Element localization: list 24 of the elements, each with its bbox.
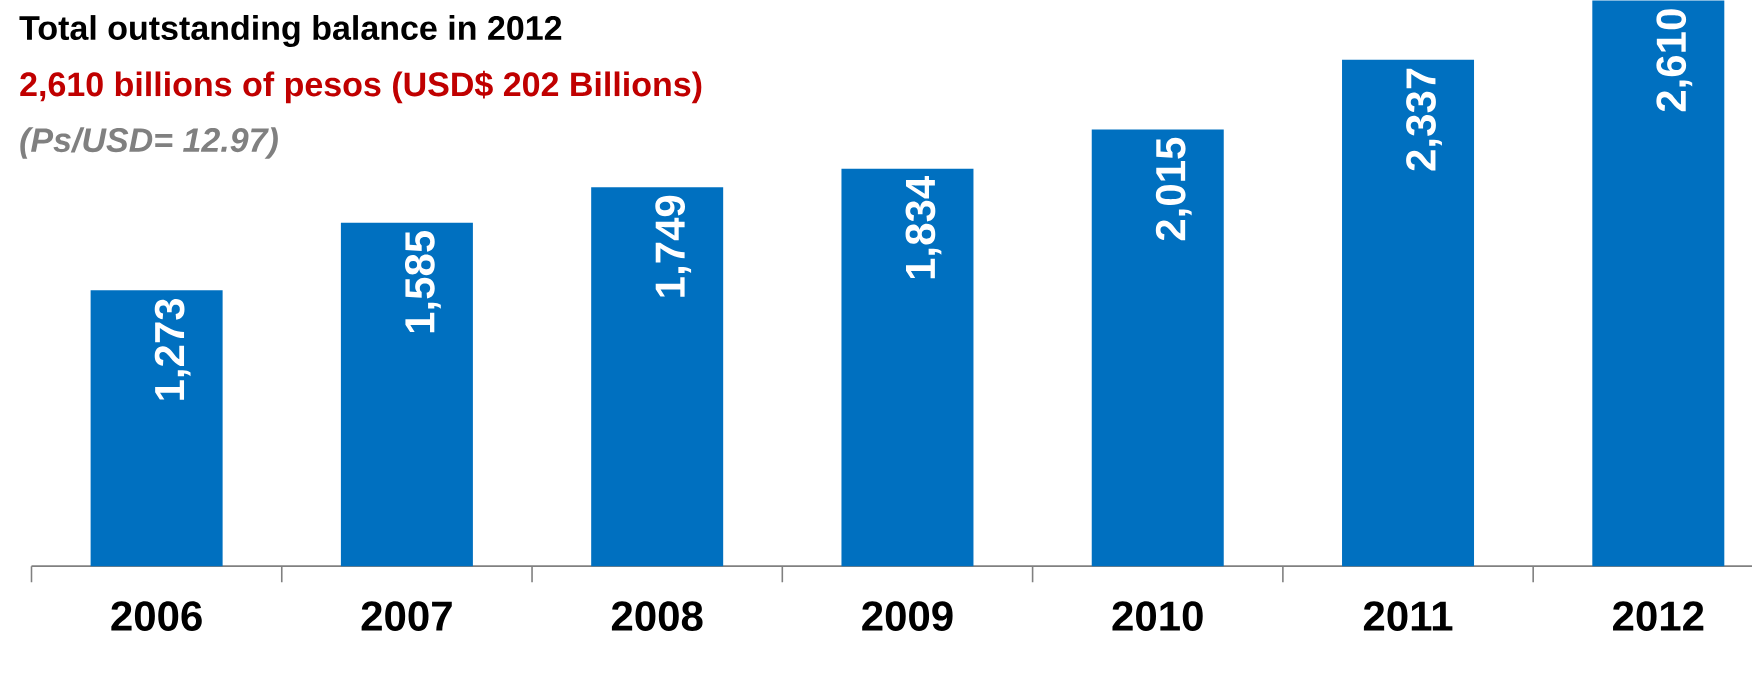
data-label: 1,585	[404, 230, 441, 333]
bar	[1091, 129, 1224, 567]
x-tick-label: 2010	[1112, 601, 1203, 631]
text: 2,610 billions of pesos (USD$ 202 Billions)	[20, 70, 702, 104]
chart-title: Total outstanding balance in 2012	[19, 15, 562, 47]
data-label: 1,749	[655, 195, 692, 297]
x-tick-label: 2008	[611, 601, 703, 631]
x-tick-label: 2007	[361, 601, 452, 631]
annotation: (Ps/USD= 12.97)	[20, 127, 278, 159]
bar	[90, 290, 223, 567]
data-label: 1,273	[154, 298, 191, 400]
x-tick-label: 2006	[111, 601, 202, 631]
x-tick-label: 2009	[862, 601, 953, 631]
data-label: 1,834	[905, 176, 942, 279]
data-label: 2,015	[1155, 137, 1192, 241]
bar	[591, 187, 724, 567]
bar	[340, 222, 473, 567]
data-label: 2,610	[1656, 9, 1693, 112]
x-tick-label: 2011	[1363, 601, 1453, 631]
bar	[1592, 0, 1725, 567]
bar	[841, 168, 974, 567]
x-tick-label: 2012	[1613, 601, 1704, 631]
data-label: 2,337	[1406, 68, 1442, 171]
bar	[1342, 59, 1475, 567]
